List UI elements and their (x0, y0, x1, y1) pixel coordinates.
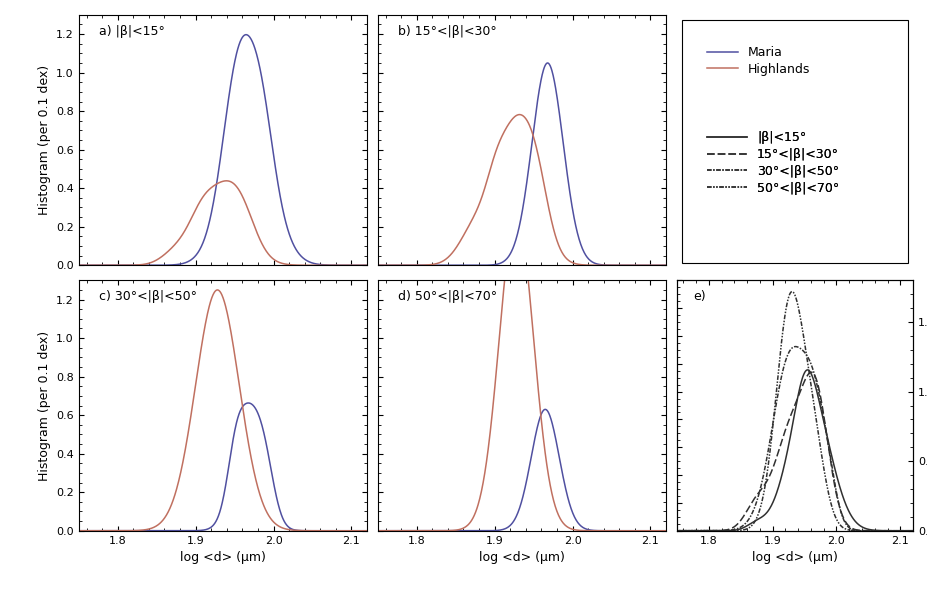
Text: a) |β|<15°: a) |β|<15° (99, 25, 165, 38)
Text: e): e) (693, 291, 706, 303)
Y-axis label: Histogram (per 0.1 dex): Histogram (per 0.1 dex) (38, 330, 51, 480)
X-axis label: log <d> (μm): log <d> (μm) (752, 551, 838, 564)
X-axis label: log <d> (μm): log <d> (μm) (180, 551, 266, 564)
Text: b) 15°<|β|<30°: b) 15°<|β|<30° (398, 25, 497, 38)
Legend: |β|<15°, 15°<|β|<30°, 30°<|β|<50°, 50°<|β|<70°: |β|<15°, 15°<|β|<30°, 30°<|β|<50°, 50°<|… (702, 126, 844, 199)
Text: d) 50°<|β|<70°: d) 50°<|β|<70° (398, 291, 497, 303)
Y-axis label: Histogram (per 0.1 dex): Histogram (per 0.1 dex) (38, 65, 51, 215)
Text: c) 30°<|β|<50°: c) 30°<|β|<50° (99, 291, 197, 303)
X-axis label: log <d> (μm): log <d> (μm) (479, 551, 565, 564)
